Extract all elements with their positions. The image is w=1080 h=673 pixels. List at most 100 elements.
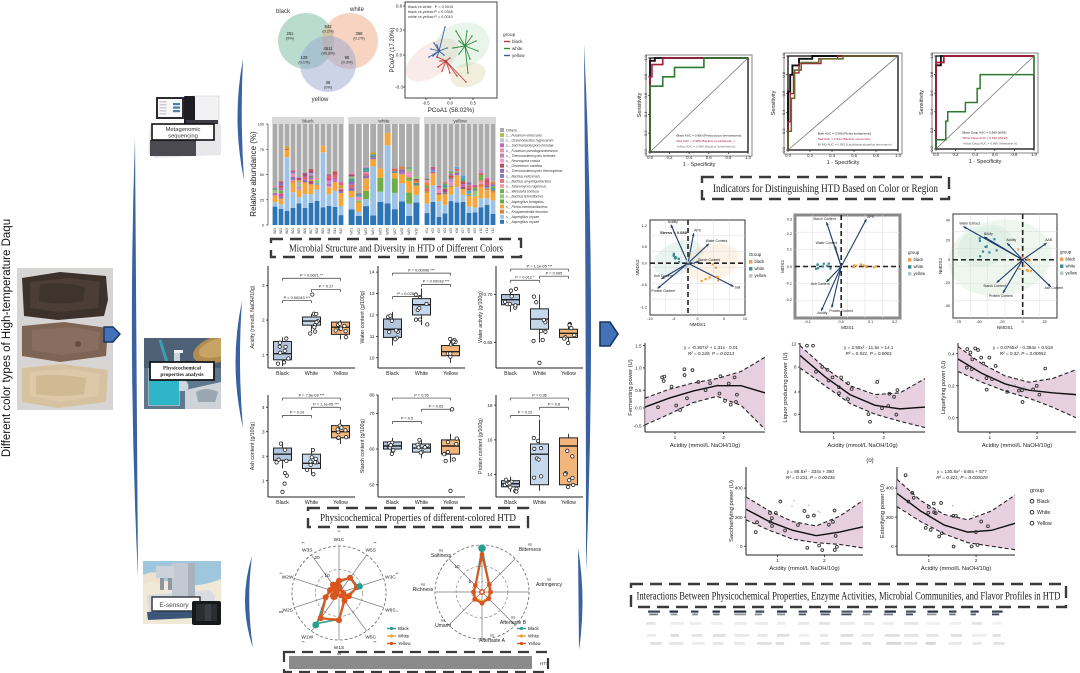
svg-text:1.0: 1.0: [929, 52, 934, 58]
svg-text:ns: ns: [421, 582, 425, 587]
svg-text:Acidity (mmol/L NaOH/10g): Acidity (mmol/L NaOH/10g): [982, 443, 1052, 449]
svg-text:12: 12: [791, 341, 797, 346]
svg-text:B08: B08: [315, 228, 319, 234]
svg-text:R² = 0.421, P = 0.000029: R² = 0.421, P = 0.000029: [936, 475, 988, 480]
svg-text:Ash Content: Ash Content: [654, 274, 673, 278]
svg-text:*: *: [952, 504, 954, 509]
svg-text:Saccharifying power (U): Saccharifying power (U): [729, 480, 735, 542]
svg-text:B02: B02: [279, 228, 283, 234]
svg-text:Yellow: Yellow: [561, 500, 576, 506]
svg-text:AAB: AAB: [1045, 238, 1053, 242]
svg-text:Saltiness: Saltiness: [431, 553, 452, 559]
svg-text:0.3: 0.3: [396, 28, 403, 33]
svg-text:Starch Content: Starch Content: [698, 258, 721, 262]
svg-text:Protein content (g/100g): Protein content (g/100g): [478, 418, 484, 474]
svg-text:-0.5: -0.5: [634, 423, 642, 428]
svg-text:group: group: [1060, 250, 1072, 255]
svg-text:white: white: [755, 266, 765, 271]
svg-text:W10: W10: [414, 228, 418, 235]
svg-text:*: *: [695, 401, 697, 406]
svg-text:0.6: 0.6: [929, 90, 934, 96]
svg-text:5: 5: [469, 579, 472, 584]
svg-text:Acidity (mmol/L NaOH/10g): Acidity (mmol/L NaOH/10g): [769, 566, 839, 572]
svg-text:1: 1: [989, 435, 992, 441]
svg-text:129: 129: [301, 55, 309, 60]
svg-text:0.0: 0.0: [396, 53, 403, 58]
svg-text:P = 0.36: P = 0.36: [532, 392, 547, 397]
svg-text:E-sensory: E-sensory: [159, 602, 189, 609]
svg-text:1.5: 1.5: [635, 343, 642, 348]
svg-text:B11: B11: [333, 228, 337, 234]
svg-text:Metagenomic: Metagenomic: [166, 127, 201, 133]
svg-text:**: **: [337, 529, 341, 534]
svg-text:ns: ns: [441, 618, 445, 623]
svg-text:White: White: [528, 634, 540, 639]
svg-text:Y04: Y04: [443, 228, 447, 234]
svg-text:1.0: 1.0: [643, 54, 648, 60]
svg-text:s__Oceanobacillus hygrosarum: s__Oceanobacillus hygrosarum: [506, 139, 554, 143]
svg-text:P = 0.025 *: P = 0.025 *: [397, 291, 417, 296]
svg-text:B06: B06: [303, 228, 307, 234]
svg-text:y = 130.8x² - 546x + 577: y = 130.8x² - 546x + 577: [937, 469, 987, 474]
svg-text:25: 25: [1042, 320, 1046, 324]
svg-text:-0.3: -0.3: [395, 85, 403, 90]
svg-text:R² = 0.331, P = 0.00436: R² = 0.331, P = 0.00436: [786, 475, 835, 480]
svg-text:-5: -5: [672, 317, 675, 321]
svg-text:**: **: [373, 541, 377, 546]
svg-text:**: **: [279, 571, 283, 576]
svg-text:Liquor producing power (U): Liquor producing power (U): [783, 352, 789, 422]
svg-text:0.3: 0.3: [787, 217, 792, 221]
svg-text:0: 0: [794, 412, 797, 417]
svg-text:Aftertaste B: Aftertaste B: [500, 620, 527, 626]
svg-text:11: 11: [370, 334, 375, 339]
svg-text:Yellow Daqu AUC = 0.985 (After: Yellow Daqu AUC = 0.985 (Aftertaste A): [962, 141, 1017, 145]
svg-text:0.6: 0.6: [851, 153, 857, 158]
svg-text:Black: Black: [504, 500, 517, 506]
svg-text:1.0: 1.0: [745, 155, 751, 160]
svg-text:Acidity (mmol/L NaOH/10g): Acidity (mmol/L NaOH/10g): [670, 443, 740, 449]
svg-text:ns: ns: [547, 577, 551, 582]
svg-text:10: 10: [743, 317, 747, 321]
svg-text:Y12: Y12: [491, 228, 495, 234]
svg-text:**: **: [395, 571, 399, 576]
svg-text:P = 1.1e-05 ***: P = 1.1e-05 ***: [313, 401, 339, 406]
svg-text:Ash Content: Ash Content: [811, 282, 830, 286]
svg-text:50: 50: [260, 173, 264, 177]
svg-text:group: group: [503, 32, 516, 38]
svg-text:(0.3%): (0.3%): [341, 61, 353, 65]
svg-text:y = 88.8x² - 334x + 360: y = 88.8x² - 334x + 360: [787, 469, 835, 474]
svg-text:Water content (g/100g): Water content (g/100g): [360, 290, 366, 343]
svg-text:W2W: W2W: [282, 574, 294, 580]
svg-text:1.0: 1.0: [635, 366, 642, 371]
svg-text:Starch Content: Starch Content: [983, 284, 1006, 288]
svg-text:0.8: 0.8: [643, 73, 648, 79]
svg-text:B12: B12: [339, 228, 343, 234]
svg-text:s__Fusarium pseudograminearum: s__Fusarium pseudograminearum: [506, 149, 558, 153]
svg-text:**: **: [302, 541, 306, 546]
svg-text:W08: W08: [400, 228, 404, 235]
svg-text:P = 0.8: P = 0.8: [548, 401, 560, 406]
svg-text:P = 0.00096 ***: P = 0.00096 ***: [408, 267, 435, 272]
svg-text:100: 100: [258, 123, 264, 127]
svg-text:ns: ns: [337, 651, 341, 656]
svg-text:-75: -75: [955, 320, 961, 324]
svg-text:Y10: Y10: [479, 228, 483, 234]
svg-text:Physicochemical Properties of: Physicochemical Properties of different-…: [320, 512, 516, 524]
svg-text:ns: ns: [490, 633, 494, 638]
svg-text:0.6: 0.6: [643, 92, 648, 98]
svg-text:1.0: 1.0: [895, 153, 901, 158]
svg-text:95: 95: [345, 55, 350, 60]
svg-text:Acidity: Acidity: [668, 220, 678, 224]
svg-text:W3C: W3C: [385, 574, 396, 580]
svg-text:*: *: [876, 395, 878, 400]
svg-text:*: *: [874, 381, 876, 386]
svg-text:2: 2: [823, 558, 826, 564]
svg-text:Stress = 0.088: Stress = 0.088: [660, 230, 688, 235]
svg-text:PCoA1 (58.02%): PCoA1 (58.02%): [428, 107, 474, 114]
svg-text:B05: B05: [297, 228, 301, 234]
svg-text:W5S: W5S: [366, 547, 376, 553]
svg-text:P = 0.95: P = 0.95: [414, 392, 429, 397]
svg-text:Yellow: Yellow: [398, 641, 411, 646]
svg-text:0.5: 0.5: [635, 388, 642, 393]
svg-text:*: *: [1023, 384, 1025, 389]
